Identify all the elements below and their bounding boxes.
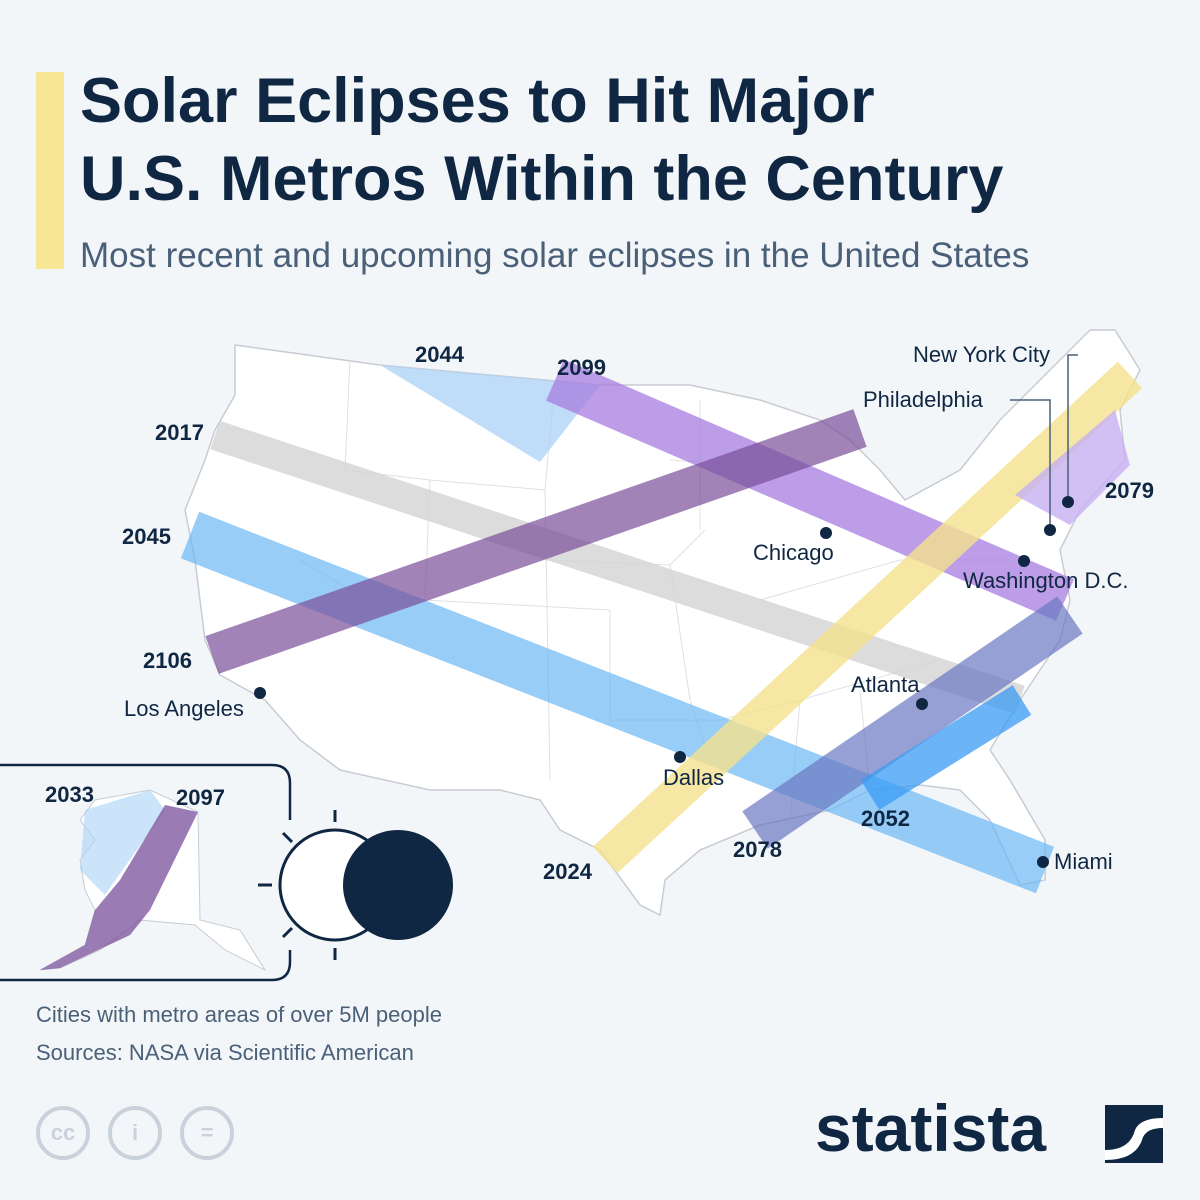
path-2106 [205, 409, 867, 674]
label-2079: 2079 [1105, 478, 1154, 503]
no-derivatives-icon[interactable]: = [180, 1106, 234, 1160]
city-new-york: New York City [913, 342, 1050, 367]
label-2052: 2052 [861, 806, 910, 831]
label-2024: 2024 [543, 859, 593, 884]
city-chicago: Chicago [753, 540, 834, 565]
page-title: Solar Eclipses to Hit Major U.S. Metros W… [80, 62, 1190, 218]
footnote: Cities with metro areas of over 5M peopl… [36, 1002, 442, 1027]
city-los-angeles: Los Angeles [124, 696, 244, 721]
source: Sources: NASA via Scientific American [36, 1040, 414, 1065]
city-dallas: Dallas [663, 765, 724, 790]
label-2099: 2099 [557, 355, 606, 380]
path-2017 [210, 420, 1025, 715]
title-line-2: U.S. Metros Within the Century [80, 144, 1004, 214]
path-2078 [742, 596, 1083, 849]
eclipse-paths [180, 359, 1143, 894]
path-2024 [592, 361, 1143, 874]
accent-bar [36, 72, 64, 269]
path-2079 [1015, 410, 1130, 525]
city-philadelphia: Philadelphia [863, 387, 984, 412]
cities: New York City Philadelphia Chicago Washi… [124, 342, 1128, 874]
city-miami: Miami [1054, 849, 1113, 874]
label-2078: 2078 [733, 837, 782, 862]
path-2044 [380, 365, 600, 462]
title-line-1: Solar Eclipses to Hit Major [80, 66, 875, 136]
label-2097: 2097 [176, 785, 225, 810]
eclipse-icon [258, 810, 453, 960]
statista-logo[interactable]: statista [815, 1091, 1047, 1165]
label-2045: 2045 [122, 524, 171, 549]
alaska-2033 [80, 790, 165, 895]
cc-icon[interactable]: cc [36, 1106, 90, 1160]
city-atlanta: Atlanta [851, 672, 920, 697]
subtitle: Most recent and upcoming solar eclipses … [80, 236, 1030, 275]
eclipse-labels: 2017 2044 2099 2045 2106 2024 2079 2078 … [122, 342, 1154, 884]
label-2017: 2017 [155, 420, 204, 445]
path-2045 [180, 511, 1055, 894]
label-2033: 2033 [45, 782, 94, 807]
path-2099 [546, 359, 1074, 621]
path-2052 [860, 685, 1032, 810]
city-washington: Washington D.C. [963, 568, 1128, 593]
label-2044: 2044 [415, 342, 465, 367]
alaska-inset: 2033 2097 [0, 763, 292, 982]
attribution-icon[interactable]: i [108, 1106, 162, 1160]
alaska-2097 [40, 805, 198, 970]
label-2106: 2106 [143, 648, 192, 673]
